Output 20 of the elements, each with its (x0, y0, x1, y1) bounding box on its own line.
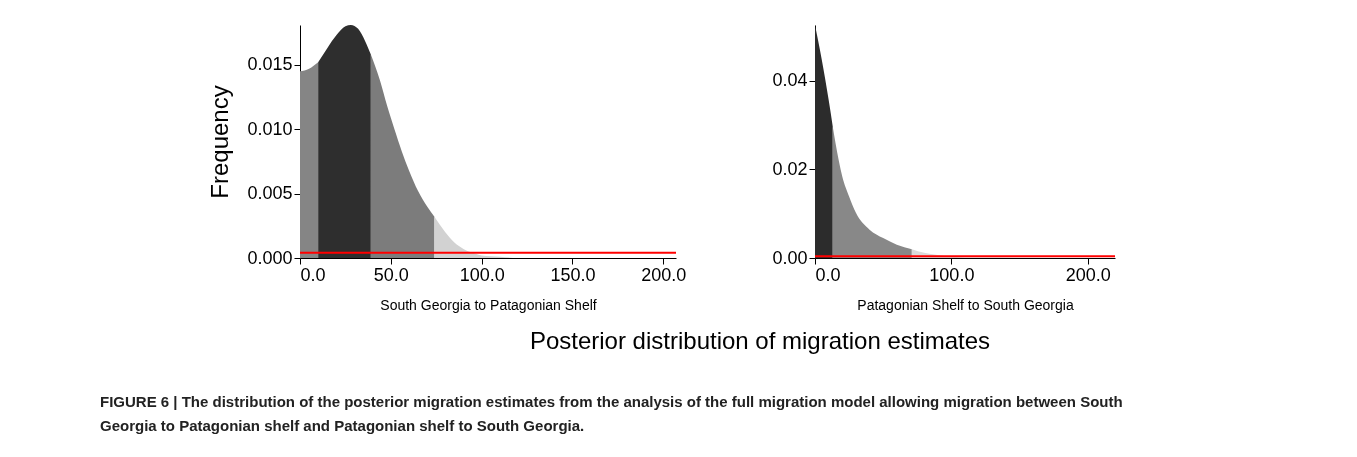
y-tick-label: 0.000 (247, 247, 293, 268)
x-tick-label: 150.0 (550, 264, 596, 285)
x-axis-title: Patagonian Shelf to South Georgia (857, 296, 1074, 313)
y-tick-label: 0.005 (247, 183, 293, 204)
x-tick-label: 200.0 (1065, 264, 1111, 285)
x-tick-label: 0.0 (300, 264, 326, 285)
x-axis-title: South Georgia to Patagonian Shelf (380, 296, 597, 313)
y-axis-title: Frequency (206, 85, 234, 199)
y-tick-label: 0.02 (772, 158, 808, 179)
x-tick-label: 0.0 (815, 264, 841, 285)
x-tick-label: 50.0 (373, 264, 409, 285)
x-tick-label: 100.0 (929, 264, 975, 285)
x-tick-label: 100.0 (459, 264, 505, 285)
y-tick-label: 0.015 (247, 54, 293, 75)
x-tick-label: 200.0 (641, 264, 687, 285)
y-tick-label: 0.04 (772, 70, 808, 91)
y-tick-label: 0.00 (772, 247, 808, 268)
caption: FIGURE 6 | The distribution of the posterior migration estimates from the analysis of the full migration model allowing migration between South Georgia to Patagonian shelf and Patagonian shelf to South Georgia. (100, 393, 1123, 434)
y-tick-label: 0.010 (247, 118, 293, 139)
text: Posterior distribution of migration estimates (529, 327, 991, 354)
